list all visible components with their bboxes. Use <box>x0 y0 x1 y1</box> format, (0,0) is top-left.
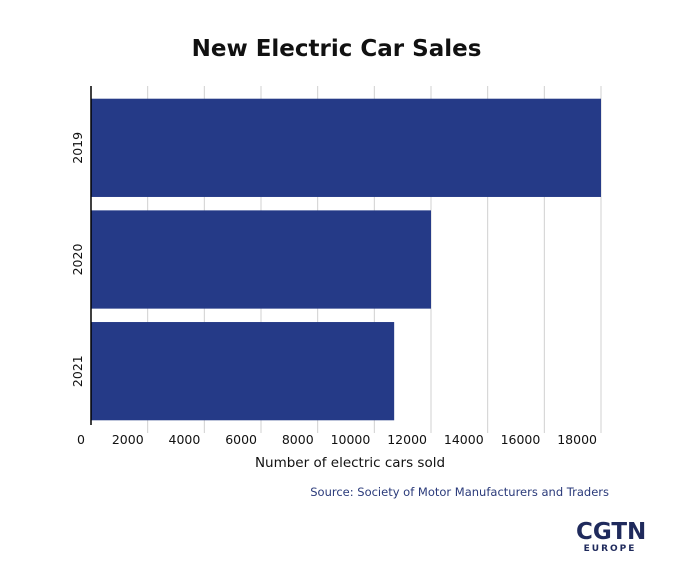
x-tick-label: 18000 <box>557 432 597 447</box>
source-note: Source: Society of Motor Manufacturers a… <box>310 485 609 499</box>
x-tick-label: 8000 <box>282 432 314 447</box>
x-tick-label: 0 <box>77 432 85 447</box>
x-tick-label: 14000 <box>444 432 484 447</box>
bars <box>91 98 601 421</box>
x-tick-label: 2000 <box>112 432 144 447</box>
x-tick-label: 4000 <box>169 432 201 447</box>
y-category-label: 2020 <box>70 244 85 276</box>
x-tick-label: 6000 <box>225 432 257 447</box>
x-tick-label: 12000 <box>387 432 427 447</box>
x-tick-labels: 0 2000 4000 6000 8000 10000 12000 14000 16000 180… <box>77 432 597 447</box>
bar-2020 <box>91 210 431 309</box>
logo-sub-text: EUROPE <box>583 544 637 554</box>
cgtn-logo: CGTN EUROPE <box>576 519 647 554</box>
y-category-label: 2019 <box>70 132 85 164</box>
logo-main-text: CGTN <box>576 519 647 545</box>
y-category-labels: 2019 2020 2021 <box>70 132 85 387</box>
chart-title: New Electric Car Sales <box>191 36 482 62</box>
x-tick-label: 10000 <box>331 432 371 447</box>
x-axis-label: Number of electric cars sold <box>255 455 445 471</box>
x-tick-label: 16000 <box>501 432 541 447</box>
bar-2019 <box>91 98 601 197</box>
bar-chart: 0 2000 4000 6000 8000 10000 12000 14000 16000 180… <box>70 86 602 471</box>
y-category-label: 2021 <box>70 355 85 387</box>
bar-2021 <box>91 322 395 421</box>
